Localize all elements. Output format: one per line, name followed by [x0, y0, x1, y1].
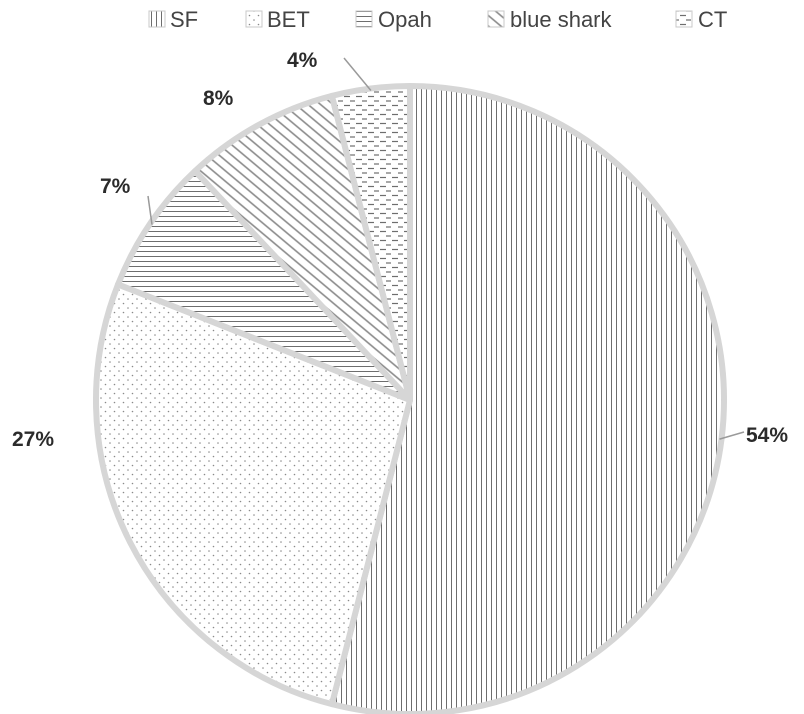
legend-label-ct: CT [698, 7, 727, 32]
pie-slices [93, 83, 727, 714]
data-label-ct: 4% [287, 49, 318, 72]
legend-swatch-bet [245, 10, 263, 28]
leader-lines [147, 57, 745, 440]
legend-label-blue-shark: blue shark [510, 7, 613, 32]
legend-label-bet: BET [267, 7, 310, 32]
legend-swatch-sf [148, 10, 166, 28]
data-labels: 54% 27% 7% 8% 4% [12, 49, 788, 451]
legend-swatch-ct [675, 10, 693, 28]
data-label-sf: 54% [746, 424, 788, 447]
data-label-bet: 27% [12, 428, 54, 451]
legend-label-opah: Opah [378, 7, 432, 32]
pie-slice-sf [328, 83, 727, 714]
legend-label-sf: SF [170, 7, 198, 32]
pie-slice-ct [328, 83, 413, 403]
legend: SF BET Opah blue shark CT [148, 7, 727, 32]
data-label-opah: 7% [100, 175, 131, 198]
legend-item-sf: SF [148, 7, 198, 32]
leader-line-ct [343, 57, 372, 91]
legend-swatch-blue-shark [487, 10, 505, 28]
data-label-blue-shark: 8% [203, 87, 234, 110]
legend-item-bet: BET [245, 7, 310, 32]
legend-item-opah: Opah [355, 7, 432, 32]
legend-swatch-opah [355, 10, 373, 28]
pie-slice-bet [93, 281, 413, 708]
pie-slice-blue-shark [192, 92, 413, 403]
legend-item-ct: CT [675, 7, 727, 32]
leader-line-sf [719, 431, 745, 440]
pie-slice-opah [115, 168, 413, 403]
leader-line-opah [147, 195, 153, 225]
legend-item-blue-shark: blue shark [487, 7, 613, 32]
